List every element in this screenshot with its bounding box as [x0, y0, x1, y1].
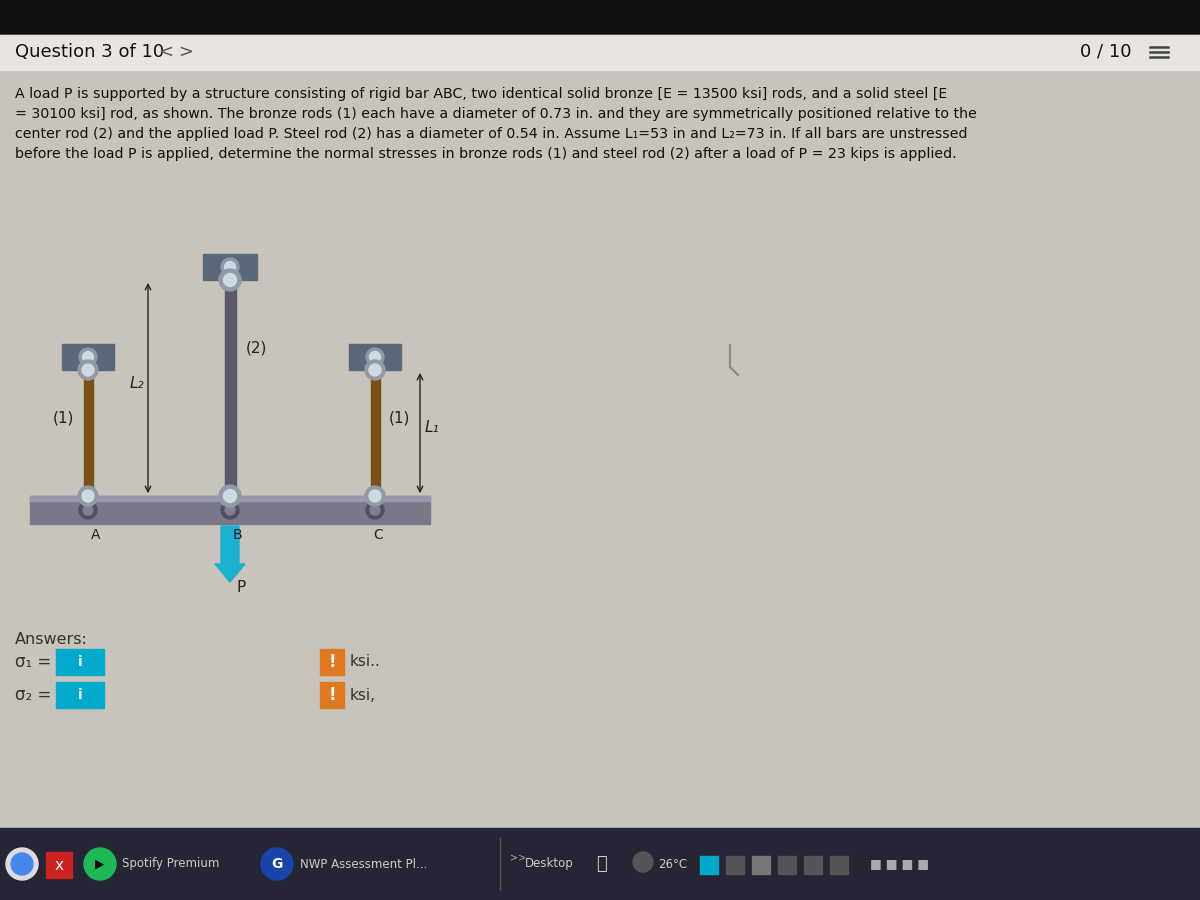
- Circle shape: [82, 490, 94, 502]
- Circle shape: [221, 501, 239, 519]
- Bar: [62, 344, 114, 370]
- Text: P: P: [236, 580, 245, 595]
- Circle shape: [78, 486, 98, 506]
- FancyArrow shape: [215, 526, 245, 582]
- Circle shape: [6, 848, 38, 880]
- Bar: [349, 344, 401, 370]
- Circle shape: [221, 258, 239, 276]
- Text: = 30100 ksi] rod, as shown. The bronze rods (1) each have a diameter of 0.73 in.: = 30100 ksi] rod, as shown. The bronze r…: [14, 107, 977, 121]
- Text: ksi..: ksi..: [350, 654, 380, 670]
- Text: i: i: [78, 655, 83, 669]
- Bar: [30, 496, 430, 501]
- Circle shape: [370, 505, 380, 515]
- Bar: [224, 280, 235, 496]
- Circle shape: [11, 853, 34, 875]
- Circle shape: [366, 501, 384, 519]
- Text: A: A: [91, 528, 101, 542]
- Text: (2): (2): [246, 340, 268, 356]
- Circle shape: [370, 352, 380, 363]
- Bar: [778, 856, 796, 874]
- Text: ▶: ▶: [95, 858, 104, 870]
- Text: NWP Assessment Pl...: NWP Assessment Pl...: [300, 858, 427, 870]
- Bar: [203, 254, 257, 280]
- Bar: [320, 649, 344, 675]
- Circle shape: [223, 274, 236, 286]
- Text: A load P is supported by a structure consisting of rigid bar ABC, two identical : A load P is supported by a structure con…: [14, 87, 947, 101]
- Bar: [0, 0, 1200, 35]
- Circle shape: [83, 352, 94, 363]
- Bar: [320, 682, 344, 708]
- Text: ksi,: ksi,: [350, 688, 376, 703]
- Text: x: x: [54, 858, 64, 872]
- Bar: [700, 856, 718, 874]
- Circle shape: [634, 852, 653, 872]
- Bar: [30, 496, 430, 524]
- Text: B: B: [233, 528, 242, 542]
- Text: ⛹: ⛹: [596, 855, 607, 873]
- Bar: [752, 856, 770, 874]
- Circle shape: [226, 505, 235, 515]
- Text: σ₂ =: σ₂ =: [14, 686, 52, 704]
- Text: 26°C: 26°C: [658, 858, 688, 870]
- Text: (1): (1): [389, 410, 410, 426]
- Circle shape: [370, 364, 382, 376]
- Circle shape: [365, 360, 385, 380]
- Bar: [0, 35, 1200, 70]
- Text: >: >: [178, 43, 193, 61]
- Text: C: C: [373, 528, 383, 542]
- Text: Spotify Premium: Spotify Premium: [122, 858, 220, 870]
- Text: Desktop: Desktop: [526, 858, 574, 870]
- Circle shape: [82, 364, 94, 376]
- Bar: [0, 828, 1200, 900]
- Circle shape: [370, 490, 382, 502]
- Bar: [0, 35, 1200, 828]
- Circle shape: [83, 505, 94, 515]
- Circle shape: [79, 501, 97, 519]
- Circle shape: [220, 485, 241, 507]
- Bar: [84, 370, 92, 496]
- Circle shape: [223, 490, 236, 502]
- Text: center rod (2) and the applied load P. Steel rod (2) has a diameter of 0.54 in. : center rod (2) and the applied load P. S…: [14, 127, 967, 141]
- Bar: [56, 682, 104, 708]
- Bar: [371, 370, 379, 496]
- Text: L₁: L₁: [425, 420, 439, 436]
- Text: 0 / 10: 0 / 10: [1080, 43, 1132, 61]
- Text: >>: >>: [510, 853, 527, 863]
- Circle shape: [365, 486, 385, 506]
- Text: <: <: [158, 43, 173, 61]
- Circle shape: [224, 262, 235, 273]
- Bar: [830, 856, 848, 874]
- Circle shape: [78, 360, 98, 380]
- Text: G: G: [271, 857, 283, 871]
- Text: before the load P is applied, determine the normal stresses in bronze rods (1) a: before the load P is applied, determine …: [14, 147, 956, 161]
- Bar: [726, 856, 744, 874]
- Text: !: !: [328, 686, 336, 704]
- Circle shape: [366, 348, 384, 366]
- Bar: [46, 852, 72, 878]
- Text: !: !: [328, 653, 336, 671]
- Bar: [804, 856, 822, 874]
- Circle shape: [220, 269, 241, 291]
- Bar: [56, 649, 104, 675]
- Text: (1): (1): [53, 410, 74, 426]
- Text: i: i: [78, 688, 83, 702]
- Circle shape: [262, 848, 293, 880]
- Text: Question 3 of 10: Question 3 of 10: [14, 43, 164, 61]
- Circle shape: [79, 348, 97, 366]
- Text: L₂: L₂: [130, 375, 144, 391]
- Circle shape: [84, 848, 116, 880]
- Text: ■ ■ ■ ■: ■ ■ ■ ■: [870, 858, 929, 870]
- Text: Answers:: Answers:: [14, 632, 88, 647]
- Text: σ₁ =: σ₁ =: [14, 653, 52, 671]
